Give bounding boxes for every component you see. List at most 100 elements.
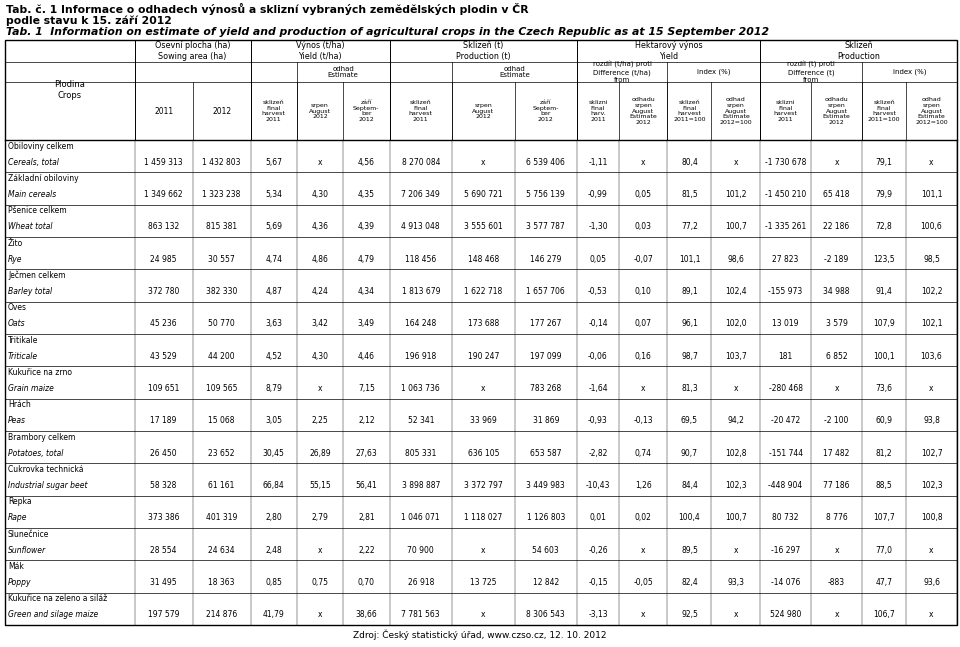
Text: sklizni
Final
harv.
2011: sklizni Final harv. 2011: [588, 100, 608, 122]
Text: 4,30: 4,30: [311, 352, 328, 361]
Text: 103,6: 103,6: [921, 352, 943, 361]
Text: 100,1: 100,1: [874, 352, 895, 361]
Text: 90,7: 90,7: [681, 449, 698, 458]
Text: 2,80: 2,80: [265, 514, 282, 523]
Text: 17 189: 17 189: [151, 417, 177, 426]
Text: 106,7: 106,7: [874, 611, 895, 619]
Text: 107,9: 107,9: [874, 320, 895, 329]
Text: 3,49: 3,49: [358, 320, 374, 329]
Text: 24 634: 24 634: [208, 546, 235, 555]
Text: Zdroj: Český statistický úřad, www.czso.cz, 12. 10. 2012: Zdroj: Český statistický úřad, www.czso.…: [353, 630, 607, 641]
Text: 3 577 787: 3 577 787: [526, 223, 565, 232]
Text: Cereals, total: Cereals, total: [8, 158, 59, 167]
Text: Wheat total: Wheat total: [8, 223, 53, 232]
Text: Industrial sugar beet: Industrial sugar beet: [8, 481, 87, 490]
Text: -16 297: -16 297: [771, 546, 801, 555]
Text: 6 539 406: 6 539 406: [526, 158, 565, 167]
Text: -0,06: -0,06: [588, 352, 608, 361]
Text: 65 418: 65 418: [824, 190, 850, 199]
Text: 101,2: 101,2: [725, 190, 747, 199]
Text: 4,56: 4,56: [358, 158, 374, 167]
Text: 102,2: 102,2: [921, 287, 943, 296]
Text: -448 904: -448 904: [768, 481, 803, 490]
Text: Mák: Mák: [8, 562, 24, 571]
Text: 1 657 706: 1 657 706: [526, 287, 565, 296]
Text: 1,26: 1,26: [635, 481, 652, 490]
Text: 4,46: 4,46: [358, 352, 374, 361]
Text: 382 330: 382 330: [205, 287, 237, 296]
Text: 88,5: 88,5: [876, 481, 893, 490]
Text: x: x: [733, 384, 738, 393]
Text: x: x: [481, 546, 486, 555]
Text: 0,03: 0,03: [635, 223, 652, 232]
Text: Grain maize: Grain maize: [8, 384, 54, 393]
Text: 3 898 887: 3 898 887: [401, 481, 440, 490]
Text: 73,6: 73,6: [876, 384, 893, 393]
Text: sklizni
Final
harvest
2011: sklizni Final harvest 2011: [774, 100, 798, 122]
Text: 0,16: 0,16: [635, 352, 652, 361]
Text: 58 328: 58 328: [151, 481, 177, 490]
Text: 148 468: 148 468: [468, 255, 499, 264]
Text: 1 349 662: 1 349 662: [144, 190, 183, 199]
Text: Peas: Peas: [8, 417, 26, 426]
Text: 3 449 983: 3 449 983: [526, 481, 565, 490]
Text: 4,86: 4,86: [312, 255, 328, 264]
Text: 109 565: 109 565: [205, 384, 237, 393]
Text: -280 468: -280 468: [769, 384, 803, 393]
Text: 181: 181: [779, 352, 793, 361]
Text: rozdíl (t/ha) proti
Difference (t/ha)
from: rozdíl (t/ha) proti Difference (t/ha) fr…: [592, 61, 652, 83]
Text: Hektarový výnos
Yield: Hektarový výnos Yield: [635, 41, 703, 61]
Text: 23 652: 23 652: [208, 449, 235, 458]
Text: 102,8: 102,8: [725, 449, 747, 458]
Text: 66,84: 66,84: [263, 481, 284, 490]
Text: -2,82: -2,82: [588, 449, 608, 458]
Text: 69,5: 69,5: [681, 417, 698, 426]
Text: 190 247: 190 247: [468, 352, 499, 361]
Text: 6 852: 6 852: [826, 352, 848, 361]
Text: 24 985: 24 985: [151, 255, 177, 264]
Text: 0,74: 0,74: [635, 449, 652, 458]
Text: -1,64: -1,64: [588, 384, 608, 393]
Text: 214 876: 214 876: [206, 611, 237, 619]
Text: 102,3: 102,3: [725, 481, 747, 490]
Text: 2,81: 2,81: [358, 514, 374, 523]
Text: Green and silage maize: Green and silage maize: [8, 611, 98, 619]
Text: 89,5: 89,5: [681, 546, 698, 555]
Text: -151 744: -151 744: [769, 449, 803, 458]
Text: 8 270 084: 8 270 084: [401, 158, 440, 167]
Text: odhadu
srpen
August
Estimate
2012: odhadu srpen August Estimate 2012: [629, 97, 657, 125]
Text: 372 780: 372 780: [148, 287, 180, 296]
Text: 1 622 718: 1 622 718: [465, 287, 502, 296]
Text: -1 730 678: -1 730 678: [765, 158, 806, 167]
Text: 38,66: 38,66: [355, 611, 377, 619]
Text: 863 132: 863 132: [148, 223, 180, 232]
Text: 98,7: 98,7: [681, 352, 698, 361]
Text: 12 842: 12 842: [533, 578, 559, 587]
Text: Triticale: Triticale: [8, 352, 38, 361]
Text: 815 381: 815 381: [206, 223, 237, 232]
Text: -1,11: -1,11: [588, 158, 608, 167]
Text: 82,4: 82,4: [681, 578, 698, 587]
Text: 80 732: 80 732: [773, 514, 799, 523]
Text: 3,63: 3,63: [265, 320, 282, 329]
Text: x: x: [929, 611, 934, 619]
Text: 56,41: 56,41: [355, 481, 377, 490]
Text: 70 900: 70 900: [407, 546, 434, 555]
Text: 146 279: 146 279: [530, 255, 562, 264]
Text: Slunečnice: Slunečnice: [8, 530, 49, 539]
Text: 26 450: 26 450: [151, 449, 177, 458]
Text: -0,99: -0,99: [588, 190, 608, 199]
Text: -0,15: -0,15: [588, 578, 608, 587]
Text: rozdíl (t) proti
Difference (t)
from: rozdíl (t) proti Difference (t) from: [787, 61, 835, 83]
Text: Brambory celkem: Brambory celkem: [8, 433, 76, 442]
Text: 196 918: 196 918: [405, 352, 437, 361]
Text: x: x: [834, 158, 839, 167]
Text: index (%): index (%): [893, 69, 926, 75]
Text: 3 372 797: 3 372 797: [464, 481, 503, 490]
Text: 50 770: 50 770: [208, 320, 235, 329]
Text: 1 432 803: 1 432 803: [203, 158, 241, 167]
Text: odhadu
srpen
August
Estimate
2012: odhadu srpen August Estimate 2012: [823, 97, 851, 125]
Text: 2,79: 2,79: [312, 514, 328, 523]
Text: x: x: [481, 158, 486, 167]
Text: 1 118 027: 1 118 027: [465, 514, 502, 523]
